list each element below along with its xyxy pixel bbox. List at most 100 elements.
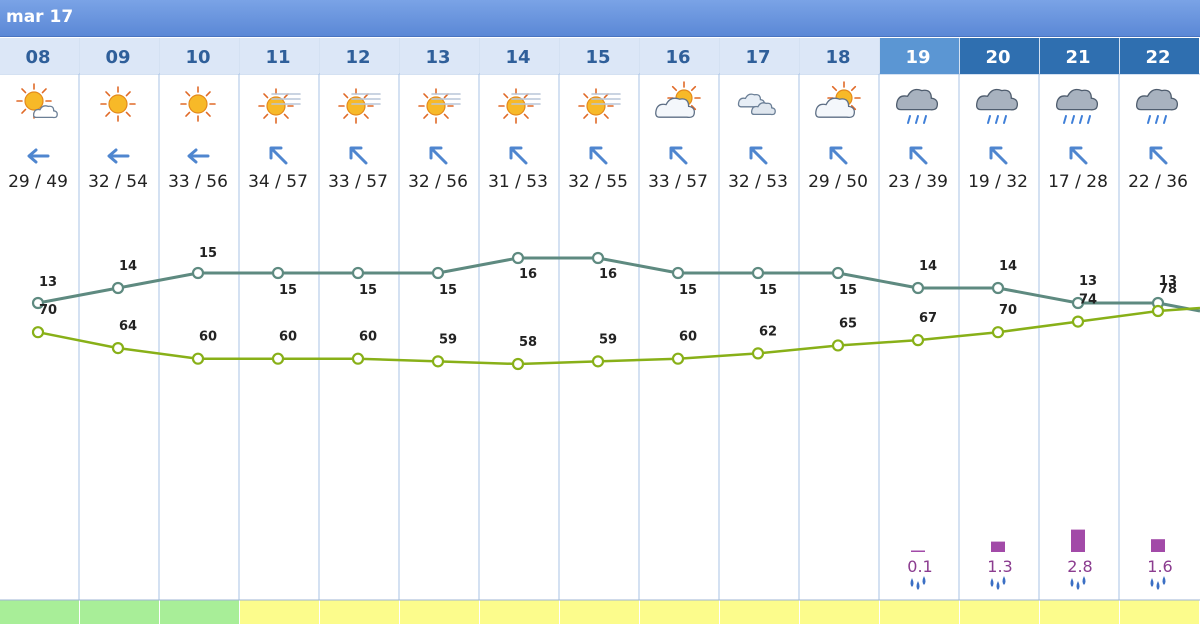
- wind-arrow-northwest-icon: [589, 146, 608, 165]
- strip-cell: [720, 600, 799, 624]
- sun-ray: [105, 111, 111, 117]
- rain-drop: [1003, 115, 1007, 124]
- data-point: [991, 281, 1005, 295]
- data-point: [1071, 315, 1085, 328]
- sun-ray: [21, 108, 27, 114]
- wind-arrow-head: [909, 146, 923, 160]
- strip-cell: [640, 600, 719, 624]
- day-column-08: 08 29 / 49: [0, 38, 79, 192]
- data-point: [911, 334, 925, 347]
- temp-range: 32 / 53: [728, 172, 788, 192]
- temp-range: 32 / 56: [408, 172, 468, 192]
- rain-drop: [907, 115, 911, 124]
- point-label: 16: [599, 267, 617, 282]
- drop: [910, 578, 914, 587]
- day-column-10: 10 33 / 56: [160, 38, 239, 192]
- day-column-21: 21 17 / 28: [1040, 38, 1119, 192]
- day-column-09: 09 32 / 54: [80, 38, 159, 192]
- wind-arrow-shaft: [350, 147, 368, 165]
- sun-ray: [283, 113, 289, 119]
- heavy-rain-cloud-icon: [1055, 88, 1099, 124]
- series-line: [37, 256, 1200, 313]
- day-header-bg: [480, 38, 559, 74]
- day-label: 15: [585, 47, 610, 68]
- point-label: 15: [839, 283, 857, 298]
- wind-arrow-west-icon: [187, 148, 210, 164]
- drop: [1076, 581, 1080, 590]
- data-point: [751, 266, 765, 280]
- sun-ray: [423, 113, 429, 119]
- rain-drops-icon: [1070, 576, 1086, 590]
- point-label: 59: [599, 332, 617, 347]
- data-point: [431, 266, 445, 280]
- data-point: [831, 266, 845, 280]
- drop: [996, 581, 1000, 590]
- wind-arrow-head: [669, 146, 683, 160]
- drop: [1002, 576, 1006, 585]
- data-point: [911, 281, 925, 295]
- point-label: 60: [279, 330, 297, 345]
- wind-arrow-shaft: [510, 147, 528, 165]
- wind-arrow-northwest-icon: [749, 146, 768, 165]
- wind-arrow-shaft: [990, 147, 1008, 165]
- day-header-bg: [160, 38, 239, 74]
- wind-arrow-head: [829, 146, 843, 160]
- series-upper: 13 14 15 15 15 15 16 16 15 15 15 14 14 13 13: [31, 246, 1200, 313]
- sun-ray: [105, 91, 111, 97]
- sun-ray: [503, 113, 509, 119]
- strip-cell: [800, 600, 879, 624]
- hazy-sun-icon: [258, 88, 301, 124]
- point-label: 62: [759, 324, 777, 339]
- temp-range: 33 / 56: [168, 172, 228, 192]
- point-label: 64: [119, 319, 137, 334]
- day-column-11: 11 34 / 57: [240, 38, 319, 192]
- data-point: [831, 339, 845, 352]
- sun-disc: [506, 96, 526, 116]
- sun-ray: [263, 113, 269, 119]
- sun-ray: [603, 113, 609, 119]
- data-point: [271, 352, 285, 365]
- data-point: [991, 326, 1005, 339]
- wind-arrow-shaft: [750, 147, 768, 165]
- temp-range: 29 / 49: [8, 172, 68, 192]
- wind-arrow-shaft: [430, 147, 448, 165]
- sun-disc: [426, 96, 446, 116]
- temp-range: 23 / 39: [888, 172, 948, 192]
- wind-arrow-northwest-icon: [989, 146, 1008, 165]
- data-point: [191, 352, 205, 365]
- sun-ray: [443, 113, 449, 119]
- day-header-bg: [1040, 38, 1119, 74]
- rain-drop: [1147, 115, 1151, 124]
- day-column-19: 19 23 / 39: [880, 38, 959, 192]
- day-column-22: 22 22 / 36: [1120, 38, 1199, 192]
- sun-ray: [185, 91, 191, 97]
- day-label: 20: [985, 47, 1010, 68]
- cloud-shape: [655, 97, 695, 119]
- data-point: [1151, 304, 1165, 318]
- temp-range: 31 / 53: [488, 172, 548, 192]
- series-layer: 13 14 15 15 15 15 16 16 15 15 15 14 14 13 13 70 64 60 60 60…: [31, 246, 1200, 371]
- day-column-12: 12 33 / 57: [320, 38, 399, 192]
- sun-ray: [363, 113, 369, 119]
- wind-arrow-northwest-icon: [269, 146, 288, 165]
- point-label: 78: [1159, 282, 1177, 297]
- point-label: 16: [519, 267, 537, 282]
- point-label: 60: [679, 330, 697, 345]
- temp-range: 34 / 57: [248, 172, 308, 192]
- precip-value: 1.3: [987, 557, 1012, 576]
- point-label: 15: [679, 283, 697, 298]
- point-label: 15: [279, 283, 297, 298]
- point-label: 13: [1159, 274, 1177, 289]
- strip-cell: [1120, 600, 1199, 624]
- wind-arrow-head: [187, 148, 198, 164]
- point-label: 65: [839, 316, 857, 331]
- bottom-strip: [0, 599, 1200, 624]
- day-column-17: 17 32 / 53: [720, 38, 799, 192]
- drop: [922, 576, 926, 585]
- series-lower: 70 64 60 60 60 59 58 59 60 62 65 67 70 74 78: [31, 282, 1200, 371]
- rain-drops-icon: [910, 576, 926, 590]
- sun-ray: [343, 113, 349, 119]
- wind-arrow-head: [1149, 146, 1163, 160]
- hazy-sun-icon: [338, 88, 381, 124]
